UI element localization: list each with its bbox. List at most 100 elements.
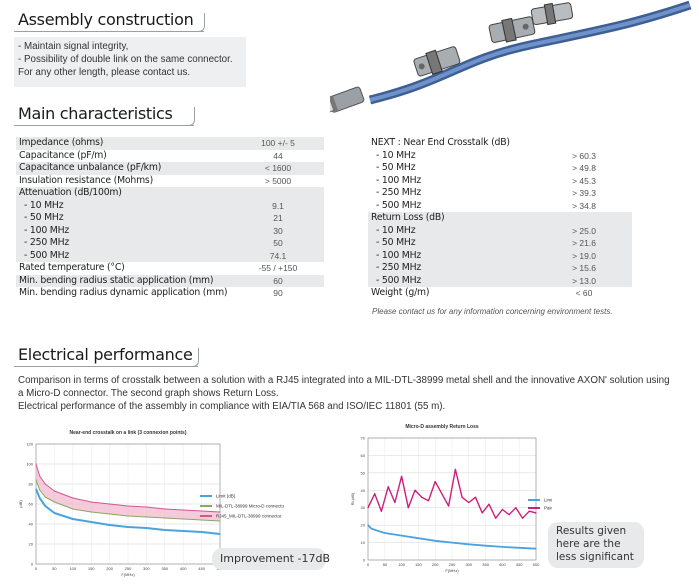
y-tick-label: 20	[29, 542, 34, 547]
data-point	[145, 506, 147, 508]
data-point	[367, 524, 369, 526]
assembly-title-hook	[194, 13, 205, 32]
data-point	[53, 501, 56, 503]
data-point	[182, 530, 184, 532]
data-point	[384, 532, 386, 534]
data-point	[53, 512, 56, 514]
data-point	[109, 513, 111, 515]
x-tick-label: 400	[180, 566, 187, 571]
main-title-rule	[14, 125, 194, 126]
data-point	[53, 490, 56, 492]
row-label: NEXT : Near End Crosstalk (dB)	[371, 137, 510, 148]
data-point	[501, 508, 503, 511]
row-value: 74.1	[269, 250, 287, 261]
table-row: - 500 MHz > 34.8	[368, 200, 632, 213]
x-tick-label: 100	[69, 566, 76, 571]
x-tick-label: 200	[106, 566, 113, 571]
row-label: Insulation resistance (Mohms)	[19, 174, 153, 186]
row-label: - 100 MHz	[376, 249, 422, 261]
table-row: - 50 MHz 21	[16, 212, 324, 225]
electrical-title: Electrical performance	[18, 345, 193, 364]
x-tick-label: 100	[398, 562, 405, 567]
x-tick-label: 300	[465, 562, 472, 567]
row-label: Rated temperature (°C)	[19, 262, 125, 273]
data-point	[488, 503, 490, 505]
data-point	[44, 496, 46, 498]
data-point	[375, 529, 377, 531]
assembly-intro-box: - Maintain signal integrity, - Possibili…	[14, 37, 246, 87]
y-tick-label: 60	[29, 502, 34, 507]
row-label: Weight (g/m)	[371, 287, 430, 298]
table-row: - 250 MHz > 39.3	[368, 187, 632, 200]
table-row: - 10 MHz 9.1	[16, 199, 324, 212]
data-point	[367, 507, 369, 509]
data-point	[485, 545, 487, 547]
y-tick-label: 20	[361, 523, 366, 528]
row-label: - 50 MHz	[24, 212, 64, 223]
y-tick-label: 100	[26, 462, 33, 467]
assembly-line-2: - Possibility of double link on the same…	[18, 54, 233, 65]
x-tick-label: 150	[415, 562, 422, 567]
row-value: > 34.8	[572, 200, 596, 211]
table-row: - 50 MHz > 21.6	[368, 237, 632, 250]
y-axis-label: RL(dB)	[350, 492, 355, 505]
data-point	[72, 508, 74, 510]
data-point	[127, 526, 129, 528]
y-tick-label: 40	[29, 522, 34, 527]
data-point	[434, 480, 436, 483]
data-point	[481, 512, 483, 514]
row-label: - 100 MHz	[24, 224, 70, 236]
crosstalk-gap-area	[36, 464, 220, 521]
legend-label: Paire 1-2	[544, 506, 552, 511]
data-point	[127, 505, 129, 507]
data-point	[401, 475, 403, 477]
x-tick-label: 350	[482, 562, 489, 567]
data-point	[448, 505, 450, 507]
x-tick-label: 0	[367, 562, 370, 567]
y-axis-label: (dB)	[18, 500, 23, 508]
row-value: > 19.0	[572, 250, 596, 261]
results-callout-line-2: here are the	[556, 538, 621, 550]
table-row: - 250 MHz 50	[16, 237, 324, 250]
chart-title: Micro-D assembly Return Loss	[405, 424, 479, 430]
row-label: - 250 MHz	[24, 237, 70, 248]
data-point	[461, 496, 463, 498]
row-value: 50	[273, 238, 283, 248]
data-point	[374, 493, 376, 495]
data-point	[127, 515, 129, 517]
legend-label: Limit (dB)	[544, 498, 552, 503]
data-point	[515, 507, 517, 509]
y-tick-label: 30	[361, 505, 366, 510]
data-point	[380, 510, 383, 512]
results-callout: Results given here are the less signific…	[548, 522, 644, 568]
main-characteristics-right-table: NEXT : Near End Crosstalk (dB) - 10 MHz > …	[368, 137, 632, 300]
row-value: 21	[273, 213, 283, 223]
x-tick-label: 50	[383, 562, 388, 567]
environment-note: Please contact us for any information co…	[372, 307, 613, 316]
x-tick-label: 400	[499, 562, 506, 567]
row-label: Min. bending radius dynamic application …	[19, 287, 228, 298]
data-point	[90, 501, 92, 503]
table-row: - 250 MHz > 15.6	[368, 262, 632, 275]
data-point	[495, 517, 497, 519]
row-label: - 500 MHz	[376, 199, 422, 211]
assembly-line-3: For any other length, please contact us.	[18, 67, 191, 78]
y-tick-label: 0	[363, 558, 366, 563]
y-tick-label: 120	[26, 442, 33, 447]
data-point	[219, 520, 221, 522]
improvement-callout-text: Improvement -17dB	[220, 552, 330, 565]
y-tick-label: 80	[29, 482, 34, 487]
row-value: 60	[273, 275, 283, 286]
assembly-line-1: - Maintain signal integrity,	[18, 41, 129, 52]
table-row: - 500 MHz 74.1	[16, 249, 324, 262]
x-tick-label: 300	[143, 566, 150, 571]
table-row: - 100 MHz > 45.3	[368, 175, 632, 188]
data-point	[508, 514, 510, 516]
data-point	[44, 483, 46, 485]
data-point	[407, 507, 409, 509]
table-row: - 10 MHz > 25.0	[368, 224, 632, 237]
data-point	[501, 546, 503, 548]
data-point	[109, 524, 111, 526]
data-point	[414, 489, 416, 491]
assembly-title-rule	[14, 31, 204, 32]
